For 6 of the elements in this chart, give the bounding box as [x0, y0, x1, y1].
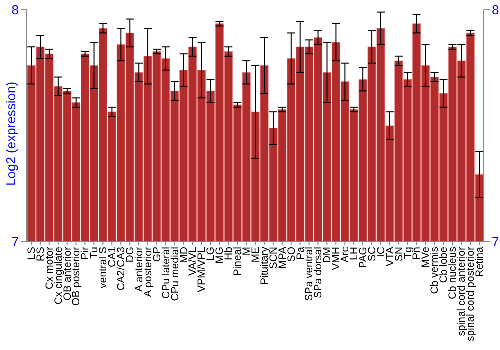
y-axis-title: Log2 (expression) [4, 82, 19, 186]
x-tick-label: CPu medial [169, 247, 182, 302]
x-tick-label: Cx cingulate [52, 246, 65, 305]
x-tick-label: OB posterior [70, 246, 83, 306]
y2-tick-label: 8 [492, 2, 500, 18]
y2-tick-label: 7 [492, 234, 500, 250]
